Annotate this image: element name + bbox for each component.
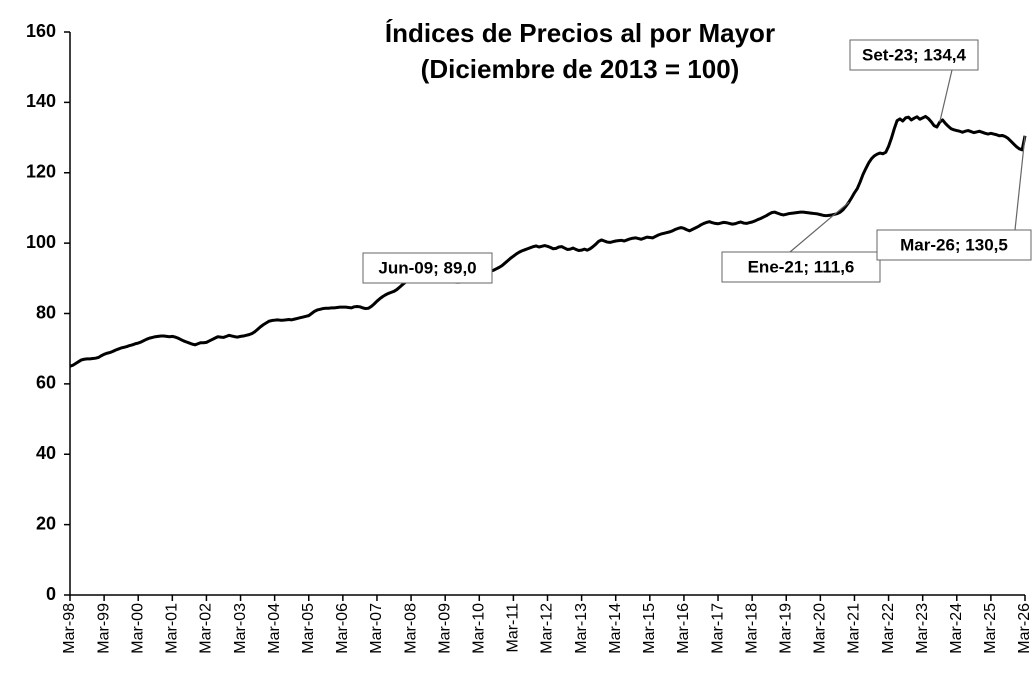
x-tick-label: Mar-15: [641, 603, 658, 654]
x-tick-label: Mar-12: [539, 603, 556, 654]
y-tick-label: 100: [26, 232, 56, 252]
y-tick-label: 80: [36, 302, 56, 322]
x-tick-label: Mar-24: [948, 603, 965, 654]
annotation-box: [849, 39, 979, 71]
x-tick-label: Mar-26: [1016, 603, 1033, 654]
x-tick-label: Mar-05: [300, 603, 317, 654]
x-tick-label: Mar-19: [777, 603, 794, 654]
annotation-label: Mar-26; 130,5: [900, 235, 1008, 254]
x-tick-label: Mar-11: [505, 603, 522, 653]
x-tick-label: Mar-17: [709, 603, 726, 654]
x-tick-label: Mar-20: [812, 603, 829, 654]
x-tick-label: Mar-03: [232, 603, 249, 654]
x-tick-label: Mar-02: [198, 603, 215, 654]
annotation-box: [721, 251, 881, 283]
y-tick-label: 0: [46, 584, 56, 604]
x-tick-label: Mar-01: [164, 603, 181, 654]
x-tick-label: Mar-06: [334, 603, 351, 654]
annotation-leader: [789, 201, 850, 253]
annotation-leader: [1014, 135, 1026, 231]
y-tick-label: 120: [26, 162, 56, 182]
x-tick-label: Mar-21: [846, 603, 863, 654]
x-tick-label: Mar-23: [914, 603, 931, 654]
x-tick-label: Mar-08: [402, 603, 419, 654]
x-tick-label: Mar-04: [266, 603, 283, 654]
annotation-label: Ene-21; 111,6: [748, 257, 855, 276]
annotation-leader: [939, 69, 953, 123]
chart-title: Índices de Precios al por Mayor: [385, 18, 775, 48]
y-tick-label: 60: [36, 373, 56, 393]
x-tick-label: Mar-18: [743, 603, 760, 654]
x-tick-label: Mar-99: [95, 603, 112, 654]
annotation-box: [362, 252, 493, 284]
annotation-label: Set-23; 134,4: [862, 45, 966, 64]
annotation-box: [876, 229, 1032, 261]
line-series: [69, 114, 1027, 368]
x-tick-label: Mar-07: [368, 603, 385, 654]
y-tick-label: 160: [26, 21, 56, 41]
annotation-label: Jun-09; 89,0: [378, 258, 476, 277]
y-tick-label: 140: [26, 91, 56, 111]
x-tick-label: Mar-25: [982, 603, 999, 654]
x-tick-label: Mar-13: [573, 603, 590, 654]
y-tick-label: 20: [36, 513, 56, 533]
x-tick-label: Mar-22: [880, 603, 897, 654]
y-tick-label: 40: [36, 443, 56, 463]
x-tick-label: Mar-00: [129, 603, 146, 654]
x-tick-label: Mar-10: [471, 603, 488, 654]
x-tick-label: Mar-16: [675, 603, 692, 654]
x-tick-label: Mar-98: [61, 603, 78, 654]
x-tick-label: Mar-09: [436, 603, 453, 654]
x-tick-label: Mar-14: [607, 603, 624, 654]
chart-subtitle: (Diciembre de 2013 = 100): [421, 54, 740, 84]
